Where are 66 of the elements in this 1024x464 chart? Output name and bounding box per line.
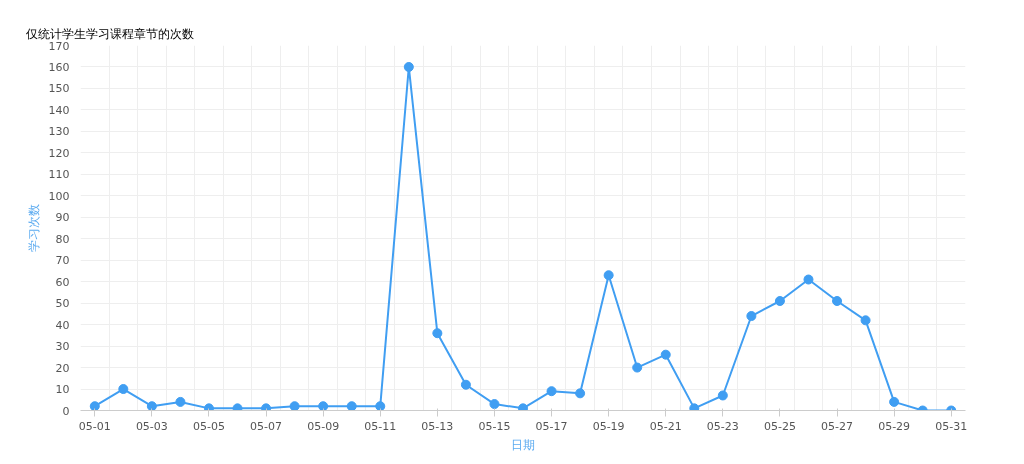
x-tick-label: 05-09 [307,419,340,433]
point [175,396,186,407]
point [518,403,528,411]
x-tick-label: 05-19 [592,419,625,433]
point [603,270,614,281]
x-axis-title: 日期 [511,437,535,452]
point [203,403,214,411]
x-tick-label: 05-31 [935,419,968,433]
x-tick-label: 05-13 [421,419,454,433]
y-tick-label: 80 [55,232,70,246]
point [717,390,728,401]
x-tick-label: 05-17 [535,419,568,433]
y-tick-label: 10 [55,383,70,397]
x-tick-label: 05-21 [649,419,682,433]
x-tick-label: 05-11 [364,419,397,433]
point [746,311,757,322]
y-tick-label: 170 [48,39,70,53]
x-tick-label: 05-25 [763,419,796,433]
point [146,401,157,411]
y-tick-label: 20 [55,361,70,375]
point [232,403,243,411]
x-tick-label: 05-27 [821,419,854,433]
point [261,403,272,411]
point [318,401,329,411]
y-tick-label: 120 [48,146,70,160]
y-tick-label: 130 [48,125,70,139]
x-tick-label: 05-01 [78,419,111,433]
point [375,401,386,411]
y-tick-label: 150 [48,82,70,96]
y-tick-label: 40 [55,318,70,332]
y-tick-label: 90 [55,211,70,225]
point [432,328,443,339]
point [575,388,586,399]
point [803,274,814,285]
x-tick-label: 05-23 [706,419,739,433]
x-tick-label: 05-29 [878,419,911,433]
point [689,403,700,411]
point [660,349,671,360]
y-tick-label: 70 [55,254,70,268]
point [118,384,129,395]
y-tick-label: 50 [55,297,70,311]
point [860,315,871,326]
point [832,296,843,306]
y-tick-label: 100 [48,189,70,203]
y-tick-label: 160 [48,60,70,74]
point [774,296,785,306]
point [632,362,643,373]
point [289,401,300,411]
chart-title: 仅统计学生学习课程章节的次数 [25,26,194,41]
y-tick-label: 0 [62,404,70,418]
point [346,401,357,411]
point [889,396,900,407]
x-tick-label: 05-07 [250,419,283,433]
y-tick-label: 30 [55,340,70,354]
y-tick-label: 140 [48,103,70,117]
y-tick-label: 110 [48,168,70,182]
point [460,379,471,390]
point [403,61,414,72]
point [546,386,557,397]
x-tick-label: 05-05 [192,419,225,433]
point [489,399,500,410]
y-axis-title: 学习次数 [26,204,41,252]
y-tick-label: 60 [55,275,70,289]
point [89,401,100,411]
x-tick-label: 05-15 [478,419,511,433]
x-tick-label: 05-03 [135,419,168,433]
